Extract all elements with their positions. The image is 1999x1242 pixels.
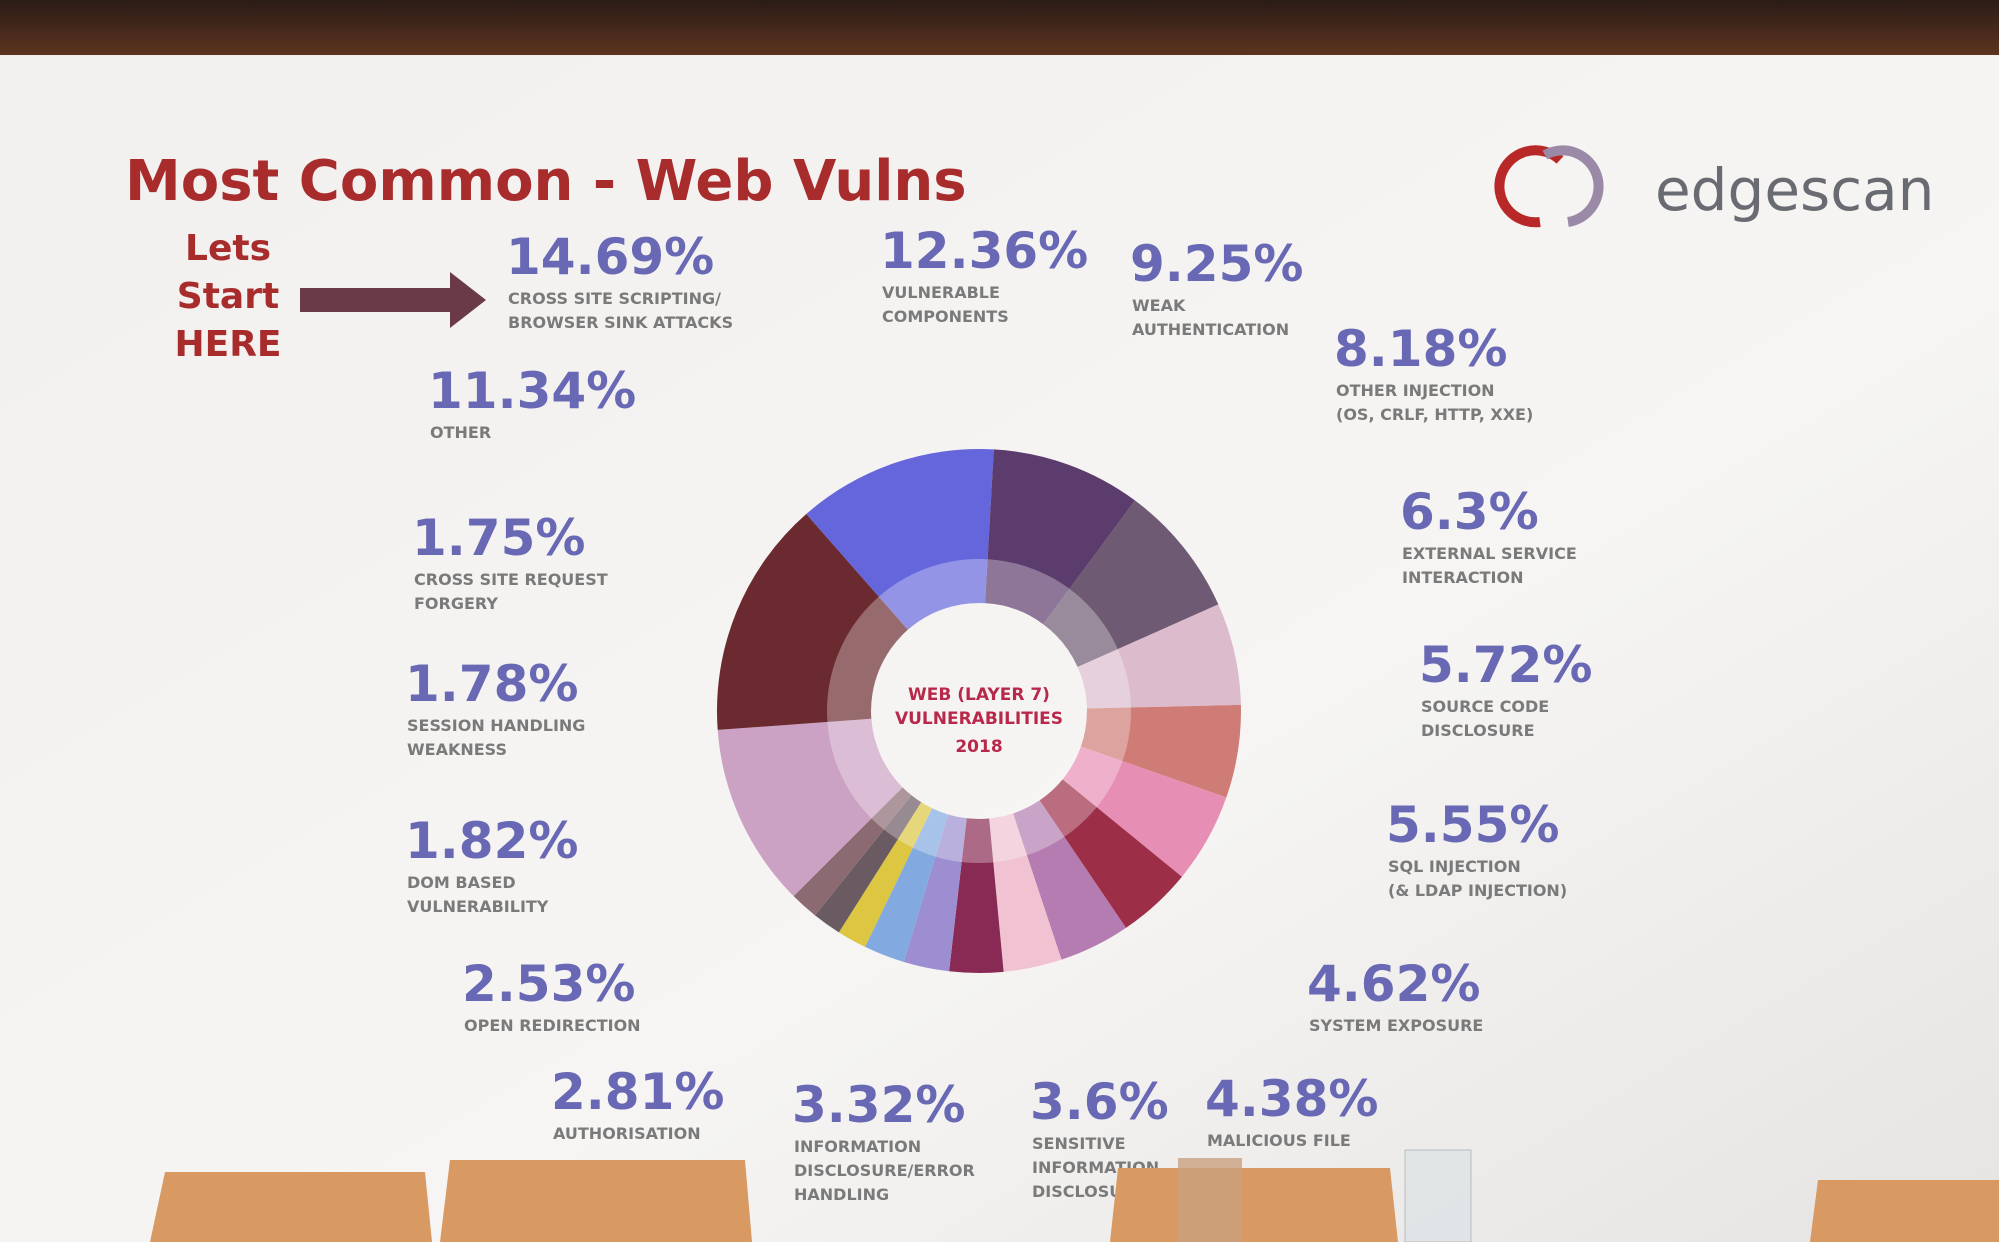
value-label: 3.6% [1030, 1073, 1169, 1131]
category-label: SENSITIVE [1032, 1134, 1126, 1153]
glass [1404, 1149, 1472, 1242]
arrow [300, 272, 486, 328]
category-label: SOURCE CODE [1421, 697, 1549, 716]
value-label: 14.69% [506, 228, 714, 286]
category-label: OTHER INJECTION [1336, 381, 1495, 400]
logo-arc [1494, 145, 1564, 228]
donut-segment [815, 795, 922, 933]
value-label: 11.34% [428, 362, 636, 420]
value-label: 9.25% [1130, 235, 1303, 293]
category-label: BROWSER SINK ATTACKS [508, 313, 733, 332]
chair [440, 1160, 752, 1242]
donut-segment [989, 813, 1062, 972]
category-label: EXTERNAL SERVICE [1402, 544, 1577, 563]
donut-segment [1062, 746, 1227, 877]
value-label: 8.18% [1334, 320, 1507, 378]
donut-segment [806, 449, 994, 630]
inner-ring [827, 559, 1131, 863]
logo-arc [1542, 145, 1604, 227]
category-label: WEAKNESS [407, 740, 507, 759]
chart-title: Most Common - Web Vulns [125, 149, 967, 214]
category-label: HANDLING [794, 1185, 889, 1204]
category-label: MALICIOUS FILE [1207, 1131, 1351, 1150]
center-label: WEB (LAYER 7) VULNERABILITIES 2018 [895, 685, 1063, 757]
annotation: Lets Start HERE [174, 228, 281, 365]
category-label: WEAK [1132, 296, 1186, 315]
center-label-line: WEB (LAYER 7) [908, 685, 1050, 705]
category-label: SQL INJECTION [1388, 857, 1521, 876]
center-label-line: VULNERABILITIES [895, 709, 1063, 729]
value-label: 1.82% [405, 812, 578, 870]
value-label: 1.78% [405, 655, 578, 713]
category-label: CROSS SITE REQUEST [414, 570, 608, 589]
category-label: SESSION HANDLING [407, 716, 585, 735]
donut-segment [949, 818, 1004, 974]
category-label: INFORMATION [794, 1137, 921, 1156]
chair [150, 1172, 432, 1242]
value-label: 5.72% [1419, 636, 1592, 694]
chair [1810, 1180, 1999, 1242]
category-label: OTHER [430, 423, 491, 442]
value-label: 12.36% [880, 222, 1088, 280]
category-label: (OS, CRLF, HTTP, XXE) [1336, 405, 1533, 424]
category-label: INTERACTION [1402, 568, 1524, 587]
category-label: DISCLOSURE/ERROR [794, 1161, 975, 1180]
category-label: OPEN REDIRECTION [464, 1016, 641, 1035]
donut-segment [1039, 779, 1182, 928]
category-label: VULNERABLE [882, 283, 1000, 302]
donut-chart [717, 449, 1241, 974]
annotation-line: Start [177, 276, 279, 317]
donut-segment [717, 718, 903, 897]
category-label: AUTHORISATION [553, 1124, 701, 1143]
annotation-line: HERE [174, 324, 281, 365]
donut-segment [1013, 800, 1126, 960]
donut-segment [717, 514, 908, 730]
category-label: COMPONENTS [882, 307, 1009, 326]
center-label-line: 2018 [955, 737, 1002, 757]
value-label: 1.75% [412, 509, 585, 567]
donut-segment [1077, 604, 1241, 709]
foreground [150, 1149, 1999, 1242]
donut-segment [1080, 704, 1241, 798]
category-label: AUTHENTICATION [1132, 320, 1289, 339]
category-label: CROSS SITE SCRIPTING/ [508, 289, 721, 308]
value-label: 4.38% [1205, 1070, 1378, 1128]
value-label: 2.53% [462, 955, 635, 1013]
logo: edgescan [1494, 145, 1934, 228]
value-label: 5.55% [1386, 796, 1559, 854]
category-label: VULNERABILITY [407, 897, 549, 916]
glass [1178, 1158, 1242, 1242]
donut-segment [985, 449, 1136, 625]
category-label: DISCLOSURE [1421, 721, 1535, 740]
value-label: 4.62% [1307, 955, 1480, 1013]
donut-segment [903, 814, 967, 972]
category-label: FORGERY [414, 594, 498, 613]
category-label: SYSTEM EXPOSURE [1309, 1016, 1483, 1035]
logo-text: edgescan [1655, 156, 1934, 224]
donut-segment [838, 802, 933, 947]
value-label: 2.81% [551, 1063, 724, 1121]
donut-segment [793, 787, 912, 916]
donut-hole [881, 613, 1077, 809]
value-label: 6.3% [1400, 483, 1539, 541]
category-label: DOM BASED [407, 873, 516, 892]
annotation-line: Lets [185, 228, 271, 269]
value-label: 3.32% [792, 1076, 965, 1134]
donut-segment [1043, 500, 1219, 668]
chair [1110, 1168, 1398, 1242]
category-label: (& LDAP INJECTION) [1388, 881, 1567, 900]
donut-segment [865, 808, 949, 962]
